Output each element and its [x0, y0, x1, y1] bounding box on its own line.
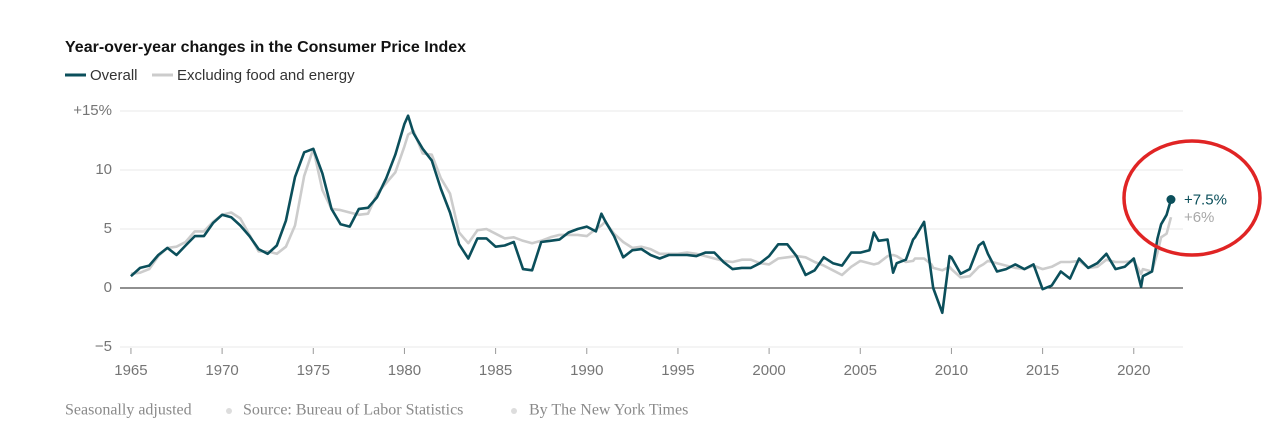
x-tick-label: 2015: [1026, 362, 1059, 379]
value-label: +7.5%: [1184, 191, 1227, 208]
x-tick-label: 2020: [1117, 362, 1150, 379]
x-tick-label: 1965: [114, 362, 147, 379]
x-tick-label: 1990: [570, 362, 603, 379]
chart-title: Year-over-year changes in the Consumer P…: [65, 39, 466, 56]
y-tick-label: 5: [104, 220, 112, 237]
y-tick-label: +15%: [73, 102, 112, 119]
legend-label: Excluding food and energy: [177, 67, 355, 84]
x-tick-label: 2010: [935, 362, 968, 379]
x-tick-label: 1975: [297, 362, 330, 379]
highlight-circle: [1122, 139, 1262, 257]
x-tick-label: 1995: [661, 362, 694, 379]
y-tick-label: 0: [104, 279, 112, 296]
footer-source: Source: Bureau of Labor Statistics: [243, 402, 463, 419]
y-tick-label: −5: [95, 338, 112, 355]
series-line: [130, 114, 1173, 315]
series-line: [130, 129, 1173, 279]
x-tick-label: 1970: [205, 362, 238, 379]
x-tick-label: 1980: [388, 362, 421, 379]
value-label: +6%: [1184, 209, 1214, 226]
x-tick-label: 2005: [844, 362, 877, 379]
separator-dot: [226, 408, 232, 414]
footer-credit: By The New York Times: [529, 402, 688, 419]
footer-note: Seasonally adjusted: [65, 402, 192, 419]
separator-dot: [511, 408, 517, 414]
end-marker: [1166, 195, 1176, 204]
x-tick-label: 2000: [752, 362, 785, 379]
legend-label: Overall: [90, 67, 138, 84]
y-tick-label: 10: [95, 161, 112, 178]
x-tick-label: 1985: [479, 362, 512, 379]
